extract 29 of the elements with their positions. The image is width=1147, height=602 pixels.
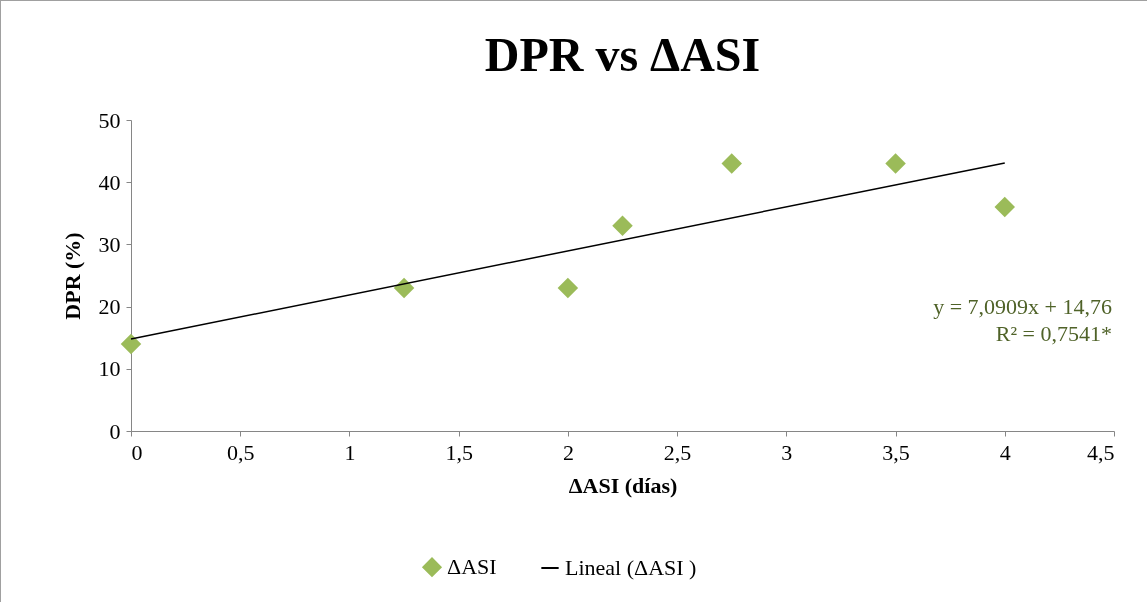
x-tick-label: 1 <box>344 439 356 465</box>
x-tick-label: 1,5 <box>445 439 473 465</box>
annotation: R² = 0,7541* <box>995 321 1112 346</box>
y-tick-label: 20 <box>98 294 121 320</box>
x-tick-label: 2 <box>562 439 574 465</box>
x-tick-label: 4,5 <box>1087 439 1115 465</box>
point <box>612 215 633 236</box>
legend-label: ΔASI <box>447 554 497 580</box>
point <box>557 277 579 299</box>
y-axis-title: DPR (%) <box>59 232 85 320</box>
x-tick-label: 3,5 <box>882 439 910 465</box>
x-tick-label: 0,5 <box>226 439 255 465</box>
y-tick-label: 40 <box>98 169 121 195</box>
annotation: y = 7,0909x + 14,76 <box>933 294 1112 319</box>
x-tick-label: 4 <box>999 439 1011 465</box>
point <box>994 196 1016 218</box>
y-tick-label: 0 <box>109 418 121 444</box>
x-tick-label: 3 <box>781 439 793 465</box>
y-tick-label: 30 <box>98 231 121 257</box>
y-tick-label: 10 <box>98 356 121 382</box>
point <box>721 153 742 174</box>
chart-title: DPR vs ΔASI <box>484 28 761 81</box>
x-tick-label: 0 <box>131 439 143 465</box>
legend-label: Lineal (ΔASI ) <box>565 555 697 580</box>
point <box>885 153 906 174</box>
y-tick-label: 50 <box>98 107 121 133</box>
point <box>120 333 142 355</box>
x-tick-label: 2,5 <box>663 439 692 465</box>
x-axis-title: ΔASI (días) <box>568 472 678 498</box>
